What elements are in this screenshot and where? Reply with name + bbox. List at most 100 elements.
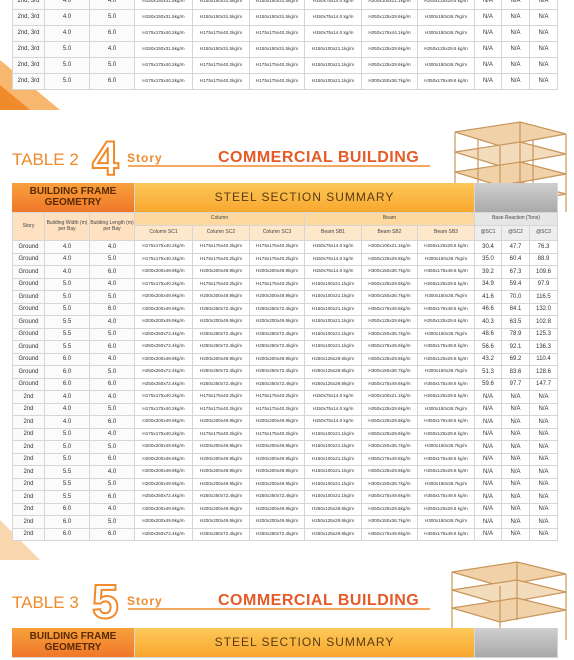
table-cell: 2nd — [12, 428, 45, 441]
table-cell: H300x150x36.7kg/m — [418, 366, 475, 379]
summary-header: STEEL SECTION SUMMARY — [135, 628, 475, 658]
table-cell: H300x150x36.7kg/m — [418, 328, 475, 341]
table-cell: 4.0 — [90, 466, 135, 479]
table-cell: 4.0 — [90, 428, 135, 441]
table-cell: H250x125x29.6kg/m — [362, 10, 418, 26]
table-cell: H200x200x49.9kg/m — [135, 353, 193, 366]
table-cell: 6.0 — [90, 378, 135, 391]
table-cell: Ground — [12, 253, 45, 266]
table-cell: 2nd — [12, 403, 45, 416]
table-cell: H300x150x36.7kg/m — [418, 516, 475, 529]
table-cell: N/A — [475, 441, 502, 454]
table-cell: H200x200x49.9kg/m — [135, 503, 193, 516]
table-cell: H250x125x29.6kg/m — [305, 516, 362, 529]
table-cell: H350x175x49.6 kg/m — [418, 453, 475, 466]
table-cell: 132.0 — [530, 303, 558, 316]
table-cell: H250x125x29.6 kg/m — [418, 0, 475, 10]
table-cell: H250x250x72.4kg/m — [135, 378, 193, 391]
table-cell: H250x250x72.4kg/m — [135, 328, 193, 341]
table-cell: H250x125x29.6kg/m — [362, 466, 418, 479]
table-cell: H300x150x36.7kg/m — [418, 403, 475, 416]
table-cell: N/A — [502, 26, 530, 42]
table-cell: 5.0 — [90, 403, 135, 416]
header-gray — [475, 628, 558, 658]
table-cell: H300x150x36.7kg/m — [418, 58, 475, 74]
summary-header: STEEL SECTION SUMMARY — [135, 183, 475, 213]
header-cell: Column SC2 — [193, 226, 250, 241]
table-cell: H300x150x36.7kg/m — [418, 478, 475, 491]
table-cell: Ground — [12, 278, 45, 291]
table-cell: H200x200x49.9kg/m — [250, 503, 305, 516]
table-cell: H200x200x49.9kg/m — [135, 516, 193, 529]
table-cell: H175x175x40.2kg/m — [135, 58, 193, 74]
table-cell: 4.0 — [45, 416, 90, 429]
table-cell: H200x200x49.9kg/m — [135, 266, 193, 279]
table-cell: H350x175x49.6kg/m — [362, 341, 418, 354]
table-cell: H150x150x31.5kg/m — [193, 0, 250, 10]
table-cell: H250x125x29.6kg/m — [362, 42, 418, 58]
table-cell: H300x150x36.7kg/m — [362, 516, 418, 529]
table-cell: H250x125x29.6 kg/m — [418, 278, 475, 291]
header-cell: @SC1 — [475, 226, 502, 241]
table-cell: H250x125x29.6 kg/m — [418, 42, 475, 58]
table-cell: H200x200x49.9kg/m — [135, 466, 193, 479]
header-cell: Beam SB2 — [362, 226, 418, 241]
table-cell: H175x175x40.2kg/m — [250, 26, 305, 42]
table-cell: N/A — [530, 503, 558, 516]
table-cell: H200x200x49.9kg/m — [193, 453, 250, 466]
table-cell: 5.0 — [90, 478, 135, 491]
table-cell: H150x100x21.1kg/m — [305, 341, 362, 354]
table-cell: H350x175x49.6 kg/m — [418, 74, 475, 90]
table-cell: 2nd — [12, 466, 45, 479]
table-cell: H350x175x49.6 kg/m — [418, 341, 475, 354]
table-cell: 56.6 — [475, 341, 502, 354]
table-cell: 5.0 — [90, 10, 135, 26]
table-cell: H250x125x29.6kg/m — [305, 378, 362, 391]
table-cell: H150x150x31.5kg/m — [193, 42, 250, 58]
table-cell: 5.0 — [45, 453, 90, 466]
table-cell: 78.9 — [502, 328, 530, 341]
table-cell: 47.7 — [502, 241, 530, 254]
header-cell: Building Length (m) per Bay — [90, 213, 135, 241]
table-cell: H175x175x40.2kg/m — [250, 428, 305, 441]
table-cell: N/A — [502, 74, 530, 90]
table-cell: 5.0 — [45, 278, 90, 291]
table-cell: H200x200x49.9kg/m — [135, 303, 193, 316]
table-cell: 4.0 — [45, 26, 90, 42]
table-cell: N/A — [502, 391, 530, 404]
table-cell: 97.9 — [530, 278, 558, 291]
table-cell: H175x175x40.2kg/m — [250, 278, 305, 291]
table-cell: 4.0 — [45, 266, 90, 279]
table-cell: H200x200x49.9kg/m — [250, 266, 305, 279]
table-cell: H250x250x72.4kg/m — [250, 366, 305, 379]
table-cell: H150x100x21.1kg/m — [305, 278, 362, 291]
table-cell: H150x150x31.5kg/m — [250, 42, 305, 58]
table-cell: H250x125x29.6kg/m — [362, 403, 418, 416]
table-cell: H350x175x49.6kg/m — [362, 528, 418, 541]
building-type: COMMERCIAL BUILDING — [218, 149, 420, 166]
table-cell: H150x100x21.1kg/m — [305, 328, 362, 341]
table-cell: 6.0 — [90, 453, 135, 466]
table-cell: H250x125x29.6 kg/m — [418, 428, 475, 441]
table-cell: 97.7 — [502, 378, 530, 391]
table-cell: 63.5 — [502, 316, 530, 329]
table-cell: H250x250x72.4kg/m — [250, 491, 305, 504]
table-cell: H175x175x40.2kg/m — [193, 403, 250, 416]
table-cell: H175x175x40.2kg/m — [250, 253, 305, 266]
table-cell: H150x100x21.1kg/m — [305, 74, 362, 90]
table-cell: 5.5 — [45, 328, 90, 341]
table-cell: H250x175x44.1kg/m — [362, 26, 418, 42]
table-cell: N/A — [502, 503, 530, 516]
table-cell: N/A — [530, 58, 558, 74]
table-cell: 116.5 — [530, 291, 558, 304]
table-cell: N/A — [475, 491, 502, 504]
table-cell: 2nd, 3rd — [12, 58, 45, 74]
story-number: 4 — [91, 132, 120, 187]
table-cell: 30.4 — [475, 241, 502, 254]
table-cell: N/A — [475, 503, 502, 516]
table-cell: 4.0 — [45, 391, 90, 404]
table-cell: H250x125x29.6 kg/m — [418, 503, 475, 516]
table-cell: 67.3 — [502, 266, 530, 279]
table-cell: H250x250x72.4kg/m — [250, 341, 305, 354]
table-cell: 4.0 — [45, 253, 90, 266]
